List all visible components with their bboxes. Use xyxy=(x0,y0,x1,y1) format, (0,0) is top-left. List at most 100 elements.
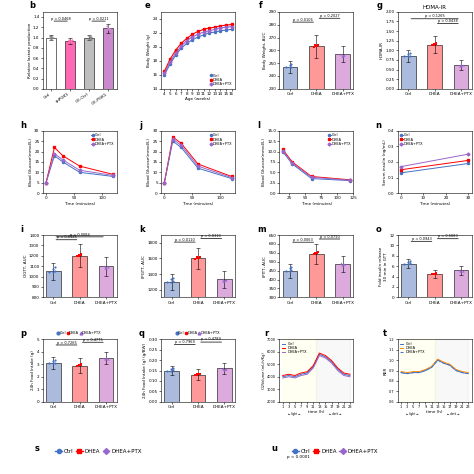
DHEA+PTX xyxy=(398,370,404,375)
Point xyxy=(404,53,412,60)
DHEA xyxy=(162,180,167,185)
DHEA xyxy=(304,369,310,374)
Point xyxy=(220,365,228,373)
DHEA xyxy=(178,140,184,146)
Point xyxy=(286,64,293,71)
Bar xyxy=(309,46,324,384)
Point xyxy=(168,365,175,373)
Text: p: p xyxy=(20,329,27,338)
Point xyxy=(102,355,110,362)
Ctrl xyxy=(286,373,292,378)
Line: DHEA: DHEA xyxy=(164,23,233,73)
Point xyxy=(430,270,438,277)
DHEA+PTX xyxy=(223,24,229,30)
DHEA+PTX xyxy=(206,28,212,34)
Ctrl xyxy=(280,149,285,155)
Point xyxy=(102,264,109,272)
DHEA+PTX xyxy=(323,355,328,361)
Text: ← dark →: ← dark → xyxy=(328,412,341,416)
Point xyxy=(337,50,345,57)
DHEA+PTX xyxy=(201,29,206,35)
Bar xyxy=(99,358,113,401)
DHEA+PTX xyxy=(184,38,190,44)
Ctrl xyxy=(195,34,201,40)
Bar xyxy=(73,256,87,381)
DHEA xyxy=(398,369,404,374)
Text: k: k xyxy=(139,225,145,234)
Point xyxy=(404,258,412,266)
Text: p = 0.0106: p = 0.0106 xyxy=(293,18,313,22)
Ctrl xyxy=(310,364,316,370)
Point xyxy=(77,361,84,369)
DHEA+PTX xyxy=(347,374,353,380)
Title: HOMA-IR: HOMA-IR xyxy=(423,5,447,10)
DHEA+PTX xyxy=(341,373,346,378)
DHEA+PTX xyxy=(162,180,167,185)
Ctrl xyxy=(60,159,66,165)
Line: DHEA+PTX: DHEA+PTX xyxy=(401,360,468,374)
Point xyxy=(432,39,440,47)
Point xyxy=(456,266,463,274)
Legend: Ctrl, DHEA, DHEA+PTX: Ctrl, DHEA, DHEA+PTX xyxy=(209,73,233,87)
Line: DHEA+PTX: DHEA+PTX xyxy=(283,356,350,378)
Bar xyxy=(99,266,113,381)
Point xyxy=(459,267,466,274)
Bar xyxy=(73,365,87,401)
Y-axis label: 24h Food Intake (g): 24h Food Intake (g) xyxy=(31,351,36,391)
X-axis label: Time (minutes): Time (minutes) xyxy=(419,201,450,206)
DHEA+PTX xyxy=(43,180,49,185)
DHEA xyxy=(447,362,453,367)
DHEA xyxy=(43,180,49,185)
DHEA xyxy=(162,68,167,74)
DHEA xyxy=(410,369,416,374)
Point xyxy=(288,263,295,271)
Bar xyxy=(283,271,297,351)
DHEA xyxy=(290,159,295,165)
Text: n: n xyxy=(375,120,382,129)
Text: q: q xyxy=(139,329,145,338)
Bar xyxy=(191,258,205,383)
Point xyxy=(77,360,85,368)
DHEA xyxy=(218,23,223,29)
Bar xyxy=(217,280,232,383)
Ctrl xyxy=(162,180,167,185)
Point xyxy=(456,61,463,68)
Y-axis label: Blood Glucose(mmol/L): Blood Glucose(mmol/L) xyxy=(29,138,33,186)
Line: Ctrl: Ctrl xyxy=(45,155,114,184)
DHEA+PTX xyxy=(173,50,178,56)
Text: h: h xyxy=(20,120,27,129)
Point xyxy=(432,270,440,277)
Point xyxy=(311,43,319,50)
X-axis label: Time (minutes): Time (minutes) xyxy=(301,201,332,206)
Point xyxy=(338,52,346,59)
Text: p = 0.0211: p = 0.0211 xyxy=(89,17,109,20)
Bar xyxy=(84,37,94,89)
Bar xyxy=(401,56,416,89)
Point xyxy=(65,36,73,44)
Line: DHEA: DHEA xyxy=(45,146,114,184)
Point xyxy=(406,257,413,265)
DHEA xyxy=(110,172,116,177)
Bar xyxy=(401,339,435,401)
Y-axis label: IPITT, AUC: IPITT, AUC xyxy=(263,256,267,277)
Ctrl xyxy=(43,180,49,185)
Point xyxy=(456,62,464,70)
DHEA+PTX xyxy=(178,43,184,49)
Y-axis label: Fold insulin release
30 min in GTT: Fold insulin release 30 min in GTT xyxy=(379,246,388,286)
Point xyxy=(102,356,109,363)
Point xyxy=(288,266,295,274)
Point xyxy=(288,63,295,70)
Ctrl xyxy=(52,153,57,159)
Ctrl xyxy=(201,32,206,38)
DHEA+PTX xyxy=(229,24,235,29)
DHEA+PTX xyxy=(459,370,465,375)
DHEA+PTX xyxy=(417,370,422,375)
Point xyxy=(49,265,57,273)
Y-axis label: IPGTT, AUC: IPGTT, AUC xyxy=(142,255,146,278)
DHEA xyxy=(173,47,178,53)
Text: u: u xyxy=(272,445,278,454)
Point xyxy=(75,362,82,369)
Point xyxy=(88,36,95,43)
DHEA+PTX xyxy=(195,31,201,37)
Point xyxy=(341,261,348,268)
